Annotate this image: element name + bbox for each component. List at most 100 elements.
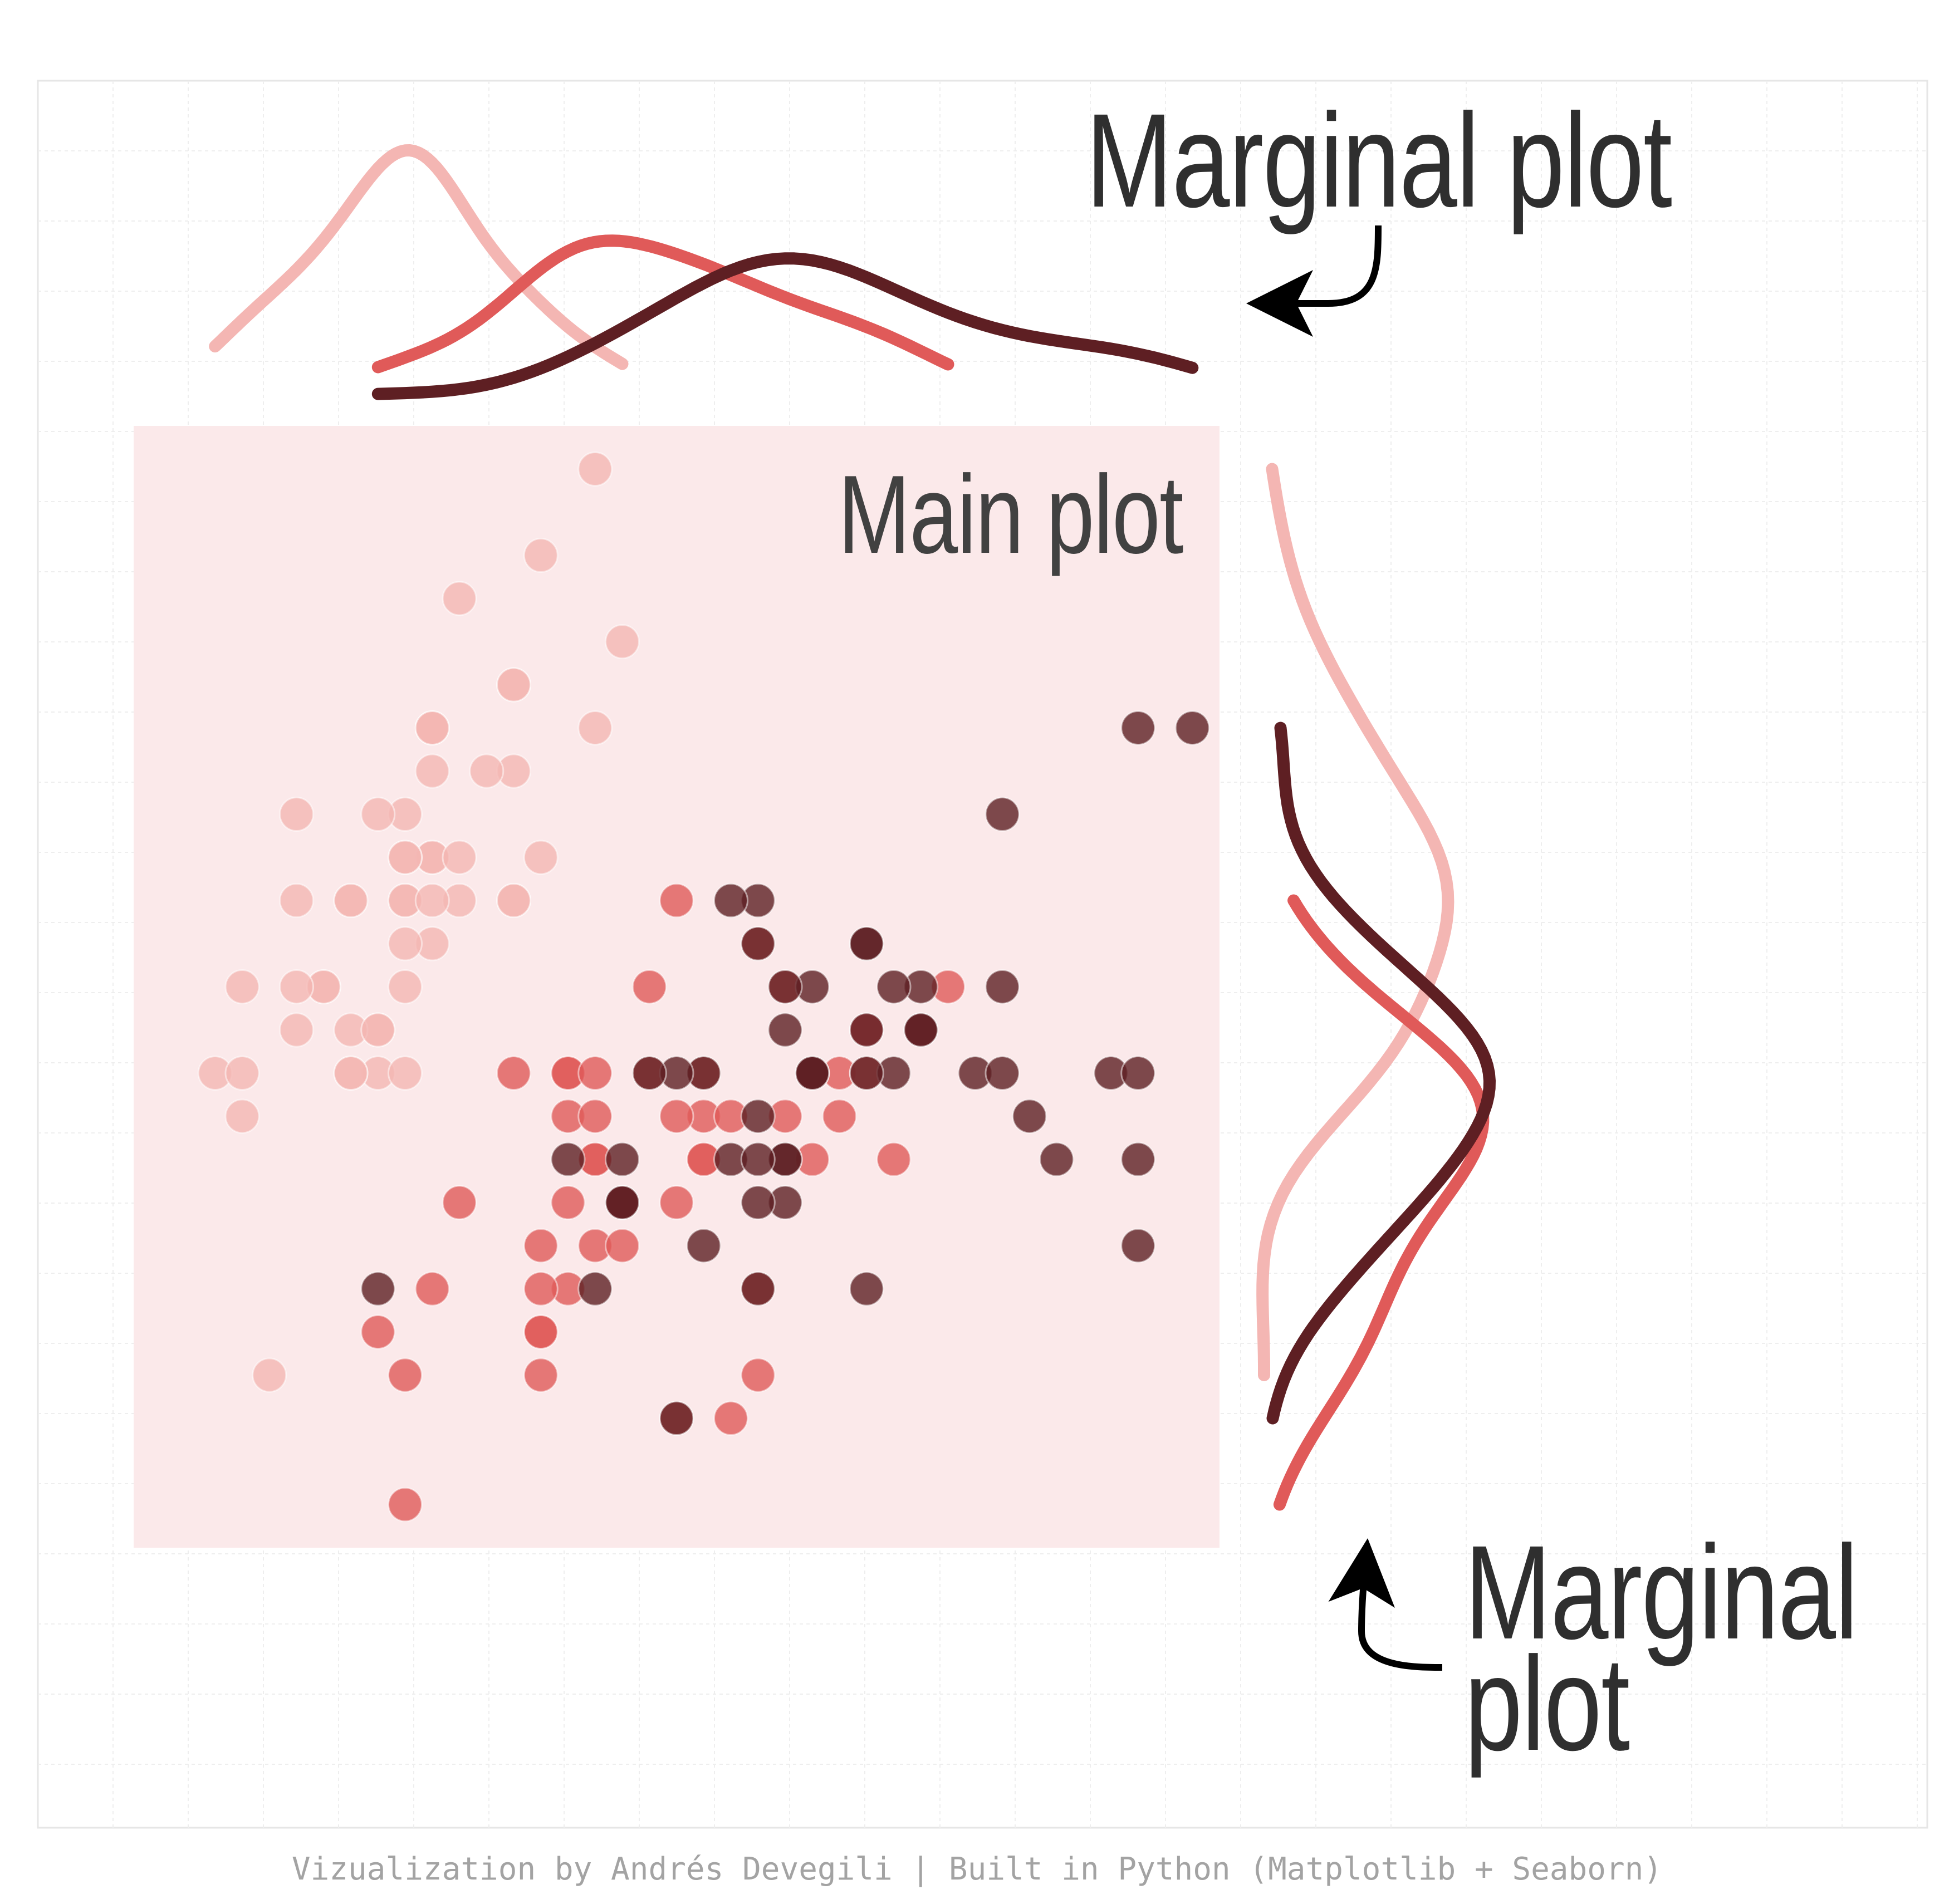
scatter-point bbox=[740, 1357, 776, 1393]
scatter-point bbox=[469, 753, 505, 789]
scatter-point bbox=[442, 581, 477, 616]
scatter-point bbox=[822, 1098, 857, 1134]
scatter-point bbox=[605, 624, 640, 659]
scatter-point bbox=[224, 1056, 260, 1091]
scatter-point bbox=[577, 452, 613, 487]
scatter-point bbox=[279, 883, 314, 918]
scatter-point bbox=[224, 1098, 260, 1134]
scatter-point bbox=[631, 969, 667, 1004]
scatter-point bbox=[360, 1271, 396, 1307]
scatter-point bbox=[577, 1056, 613, 1091]
scatter-point bbox=[849, 1271, 884, 1307]
scatter-point bbox=[767, 969, 803, 1004]
top-marginal-curve bbox=[209, 144, 629, 370]
scatter-point bbox=[1120, 1056, 1156, 1091]
top-marginal-curve bbox=[371, 234, 954, 374]
scatter-point bbox=[985, 1056, 1020, 1091]
scatter-point bbox=[605, 1228, 640, 1263]
scatter-point bbox=[740, 1271, 776, 1307]
scatter-point bbox=[713, 883, 748, 918]
scatter-point bbox=[388, 926, 423, 961]
scatter-point bbox=[523, 1271, 559, 1307]
scatter-point bbox=[442, 840, 477, 875]
scatter-point bbox=[224, 969, 260, 1004]
scatter-point bbox=[414, 883, 450, 918]
right-marginal-curve bbox=[1256, 463, 1455, 1381]
scatter-point bbox=[740, 1098, 776, 1134]
scatter-point bbox=[1120, 1228, 1156, 1263]
scatter-point bbox=[279, 797, 314, 832]
scatter-point bbox=[333, 1056, 369, 1091]
scatter-point bbox=[849, 926, 884, 961]
scatter-point bbox=[388, 1487, 423, 1522]
main-plot-label: Main plot bbox=[838, 453, 1184, 577]
scatter-point bbox=[740, 1185, 776, 1220]
scatter-point bbox=[686, 1228, 722, 1263]
right-marginal-label: Marginal plot bbox=[1465, 1518, 1858, 1778]
scatter-point bbox=[414, 753, 450, 789]
scatter-point bbox=[523, 1314, 559, 1350]
scatter-point bbox=[659, 1401, 694, 1436]
scatter-point bbox=[523, 1228, 559, 1263]
scatter-point bbox=[414, 710, 450, 745]
scatter-point bbox=[849, 1012, 884, 1048]
scatter-point bbox=[849, 1056, 884, 1091]
scatter-point bbox=[279, 1012, 314, 1048]
scatter-point bbox=[605, 1185, 640, 1220]
scatter-point bbox=[876, 1142, 912, 1177]
scatter-point bbox=[577, 710, 613, 745]
scatter-point bbox=[496, 1056, 531, 1091]
top-marginal-kde bbox=[209, 144, 1199, 400]
scatter-point bbox=[523, 1357, 559, 1393]
scatter-point bbox=[577, 1271, 613, 1307]
scatter-point bbox=[876, 969, 912, 1004]
scatter-point bbox=[496, 667, 531, 703]
scatter-point bbox=[388, 969, 423, 1004]
scatter-point bbox=[985, 969, 1020, 1004]
scatter-point bbox=[903, 1012, 939, 1048]
scatter-point bbox=[577, 1098, 613, 1134]
scatter-point bbox=[1012, 1098, 1047, 1134]
scatter-point bbox=[1120, 710, 1156, 745]
scatter-point bbox=[1174, 710, 1210, 745]
scatter-point bbox=[333, 883, 369, 918]
credit-line: Vizualization by Andrés Devegili | Built… bbox=[291, 1851, 1663, 1887]
scatter-point bbox=[1039, 1142, 1074, 1177]
scatter-point bbox=[659, 1185, 694, 1220]
right-marginal-curve bbox=[1266, 722, 1496, 1425]
scatter-point bbox=[414, 1271, 450, 1307]
curved-arrow-icon bbox=[1328, 1538, 1443, 1671]
top-marginal-label: Marginal plot bbox=[1086, 86, 1672, 235]
scatter-point bbox=[523, 840, 559, 875]
scatter-point bbox=[550, 1142, 586, 1177]
curved-arrow-icon bbox=[1246, 225, 1382, 337]
scatter-point bbox=[550, 1185, 586, 1220]
scatter-point bbox=[523, 538, 559, 573]
scatter-point bbox=[360, 1012, 396, 1048]
scatter-point bbox=[252, 1357, 287, 1393]
scatter-point bbox=[740, 1142, 776, 1177]
scatter-point bbox=[659, 883, 694, 918]
scatter-point bbox=[631, 1056, 667, 1091]
scatter-points bbox=[197, 452, 1210, 1522]
scatter-point bbox=[795, 1056, 830, 1091]
right-marginal-kde bbox=[1256, 463, 1496, 1511]
scatter-point bbox=[740, 926, 776, 961]
top-marginal-curve bbox=[371, 252, 1199, 400]
scatter-point bbox=[388, 1056, 423, 1091]
scatter-point bbox=[605, 1142, 640, 1177]
scatter-point bbox=[767, 1012, 803, 1048]
grid-frame bbox=[37, 80, 1928, 1829]
scatter-point bbox=[1120, 1142, 1156, 1177]
scatter-point bbox=[713, 1401, 748, 1436]
scatter-point bbox=[985, 797, 1020, 832]
scatter-point bbox=[388, 1357, 423, 1393]
scatter-point bbox=[496, 883, 531, 918]
scatter-point bbox=[659, 1098, 694, 1134]
scatter-point bbox=[279, 969, 314, 1004]
scatter-point bbox=[360, 797, 396, 832]
scatter-point bbox=[388, 840, 423, 875]
right-marginal-curve bbox=[1273, 894, 1490, 1511]
